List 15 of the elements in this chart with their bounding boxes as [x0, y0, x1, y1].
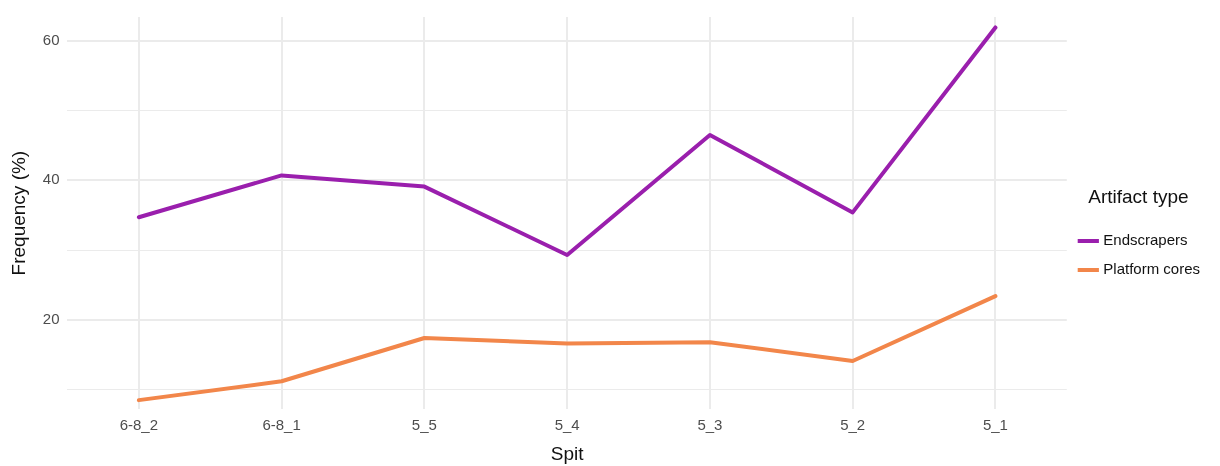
y-tick-label: 60	[42, 30, 60, 48]
x-tick-label: 5_5	[411, 416, 437, 434]
legend-label: Endscrapers	[1103, 231, 1188, 249]
x-tick-label: 5_4	[554, 416, 580, 434]
legend-label: Platform cores	[1103, 260, 1201, 278]
x-tick-label: 6-8_2	[119, 416, 159, 434]
y-axis-title: Frequency (%)	[7, 150, 29, 276]
legend-title: Artifact type	[1088, 186, 1189, 208]
y-tick-label: 20	[42, 310, 60, 328]
x-tick-label: 6-8_1	[262, 416, 301, 434]
x-tick-label: 5_3	[697, 416, 723, 434]
y-tick-label: 40	[42, 170, 60, 188]
x-axis-title: Spit	[550, 442, 585, 464]
x-tick-label: 5_2	[840, 416, 866, 434]
x-tick-label: 5_1	[982, 416, 1008, 434]
